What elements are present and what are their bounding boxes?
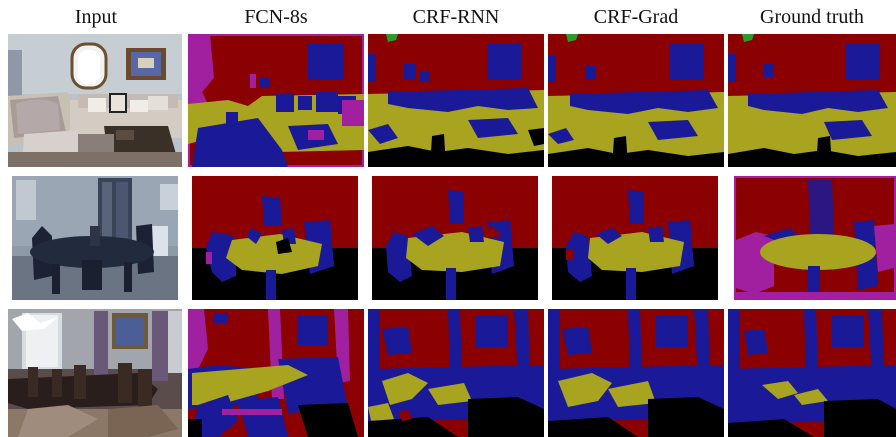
crfrnn-segmentation-row-3	[368, 309, 544, 437]
crfrnn-segmentation-row-1	[368, 34, 544, 167]
ground-truth-segmentation-row-2	[734, 176, 896, 300]
column-header-fcn8s: FCN-8s	[244, 6, 308, 28]
input-image-row-2	[12, 176, 178, 300]
fcn8s-segmentation-row-2	[192, 176, 358, 300]
column-header-crfrnn: CRF-RNN	[412, 6, 500, 28]
crfgrad-segmentation-row-2	[552, 176, 718, 300]
column-header-input: Input	[74, 6, 118, 28]
fcn8s-segmentation-row-3	[188, 309, 364, 437]
crfgrad-segmentation-row-3	[548, 309, 724, 437]
crfgrad-segmentation-row-1	[548, 34, 724, 167]
ground-truth-segmentation-row-3	[728, 309, 896, 437]
ground-truth-segmentation-row-1	[728, 34, 896, 167]
column-header-ground-truth: Ground truth	[760, 6, 864, 28]
fcn8s-segmentation-row-1	[188, 34, 364, 167]
column-header-crfgrad: CRF-Grad	[593, 6, 679, 28]
input-image-row-1	[8, 34, 182, 167]
input-image-row-3	[8, 309, 182, 437]
crfrnn-segmentation-row-2	[372, 176, 538, 300]
